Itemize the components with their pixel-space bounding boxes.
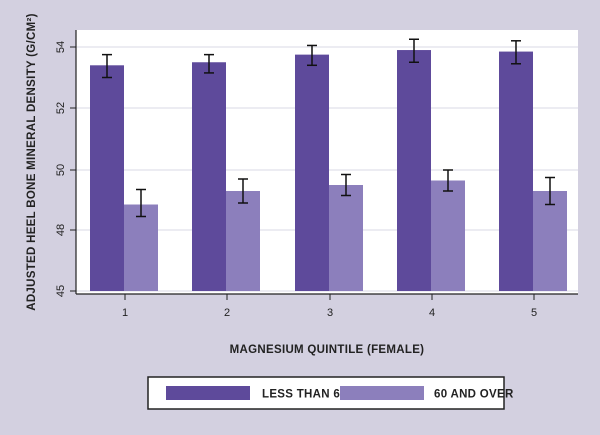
- y-tick-label-50: 50: [55, 164, 67, 176]
- bar-s1-1: [124, 204, 158, 291]
- legend-swatch-60-and-over: [340, 386, 424, 400]
- x-axis: 1 2 3 4 5: [76, 293, 578, 319]
- bar-s1-4: [431, 180, 465, 291]
- bar-s0-3: [295, 54, 329, 291]
- y-tick-label-52: 52: [55, 102, 67, 114]
- legend-label-less-than-60: LESS THAN 60: [262, 389, 347, 401]
- bar-s0-5: [499, 51, 533, 292]
- y-tick-label-45: 45: [55, 285, 67, 297]
- x-tick-label-5: 5: [531, 307, 537, 319]
- x-tick-label-2: 2: [224, 307, 230, 319]
- bars: [90, 50, 567, 292]
- bar-s0-4: [397, 50, 431, 291]
- y-axis-title: ADJUSTED HEEL BONE MINERAL DENSITY (G/CM…: [26, 13, 38, 311]
- bar-s1-5: [533, 191, 567, 291]
- bar-s0-1: [90, 65, 124, 291]
- x-tick-label-4: 4: [429, 307, 435, 319]
- error-bars: [102, 38, 555, 218]
- y-tick-label-48: 48: [55, 224, 67, 236]
- legend-box: [147, 376, 505, 410]
- x-axis-title: MAGNESIUM QUINTILE (FEMALE): [230, 344, 425, 356]
- bar-s1-2: [226, 191, 260, 291]
- legend: LESS THAN 60 60 AND OVER: [147, 376, 514, 410]
- legend-label-60-and-over: 60 AND OVER: [434, 389, 514, 401]
- bar-s1-3: [329, 185, 363, 291]
- y-tick-label-54: 54: [55, 41, 67, 53]
- y-axis: 45 48 50 52 54: [55, 30, 77, 297]
- x-tick-label-3: 3: [327, 307, 333, 319]
- bar-s0-2: [192, 62, 226, 291]
- legend-swatch-less-than-60: [166, 386, 250, 400]
- x-tick-label-1: 1: [122, 307, 128, 319]
